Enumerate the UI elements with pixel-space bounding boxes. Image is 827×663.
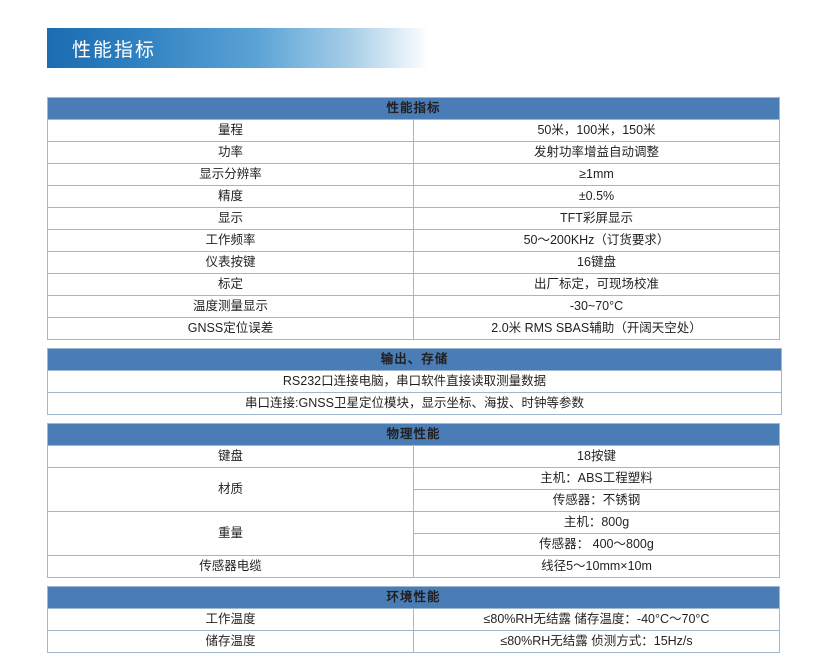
- row-value: ≤80%RH无结露 储存温度：-40°C～70°C: [413, 608, 780, 631]
- row-value: 串口连接:GNSS卫星定位模块，显示坐标、海拔、时钟等参数: [47, 392, 782, 415]
- section-title: 输出、存储: [47, 348, 782, 371]
- table-row: 工作频率 50～200KHz（订货要求）: [47, 229, 780, 252]
- row-label: 仪表按键: [47, 251, 414, 274]
- table-row: 功率 发射功率增益自动调整: [47, 141, 780, 164]
- table-section-header: 性能指标: [47, 97, 780, 120]
- row-label: 功率: [47, 141, 414, 164]
- row-value: 传感器：不锈钢: [413, 489, 780, 512]
- row-value: 16键盘: [413, 251, 780, 274]
- table-row: 串口连接:GNSS卫星定位模块，显示坐标、海拔、时钟等参数: [47, 392, 782, 415]
- row-value: -30~70°C: [413, 295, 780, 318]
- table-row: GNSS定位误差 2.0米 RMS SBAS辅助（开阔天空处）: [47, 317, 780, 340]
- section-title: 环境性能: [47, 586, 780, 609]
- row-value: 2.0米 RMS SBAS辅助（开阔天空处）: [413, 317, 780, 340]
- table-row: 量程 50米，100米，150米: [47, 119, 780, 142]
- row-label: 精度: [47, 185, 414, 208]
- table-row: 工作温度 ≤80%RH无结露 储存温度：-40°C～70°C: [47, 608, 780, 631]
- row-label: 材质: [47, 467, 414, 512]
- table-row: 储存温度 ≤80%RH无结露 侦测方式：15Hz/s: [47, 630, 780, 653]
- table-row: 显示 TFT彩屏显示: [47, 207, 780, 230]
- row-label: 储存温度: [47, 630, 414, 653]
- table-row: 标定 出厂标定，可现场校准: [47, 273, 780, 296]
- row-value: 发射功率增益自动调整: [413, 141, 780, 164]
- table-row: 材质 主机：ABS工程塑料: [47, 467, 780, 512]
- row-value: 传感器： 400～800g: [413, 533, 780, 556]
- row-label: GNSS定位误差: [47, 317, 414, 340]
- row-value: 主机：ABS工程塑料: [413, 467, 780, 490]
- row-value: TFT彩屏显示: [413, 207, 780, 230]
- page-title: 性能指标: [72, 39, 157, 61]
- section-title: 物理性能: [47, 423, 780, 446]
- row-label: 键盘: [47, 445, 414, 468]
- row-value: 出厂标定，可现场校准: [413, 273, 780, 296]
- table-row: 键盘 18按键: [47, 445, 780, 468]
- row-label: 标定: [47, 273, 414, 296]
- row-value: ≤80%RH无结露 侦测方式：15Hz/s: [413, 630, 780, 653]
- row-value: ±0.5%: [413, 185, 780, 208]
- spec-tables-container: 性能指标 量程 50米，100米，150米 功率 发射功率增益自动调整 显示分辨…: [47, 97, 782, 661]
- row-label: 传感器电缆: [47, 555, 414, 578]
- table-row: 精度 ±0.5%: [47, 185, 780, 208]
- row-value: RS232口连接电脑，串口软件直接读取测量数据: [47, 370, 782, 393]
- row-label: 工作频率: [47, 229, 414, 252]
- row-label: 重量: [47, 511, 414, 556]
- table-row: 重量 主机：800g: [47, 511, 780, 556]
- table-section-header: 输出、存储: [47, 348, 782, 371]
- spec-table-performance: 性能指标 量程 50米，100米，150米 功率 发射功率增益自动调整 显示分辨…: [47, 97, 780, 340]
- row-label: 量程: [47, 119, 414, 142]
- table-row: 显示分辨率 ≥1mm: [47, 163, 780, 186]
- page-header: 性能指标: [47, 28, 429, 68]
- table-row: 传感器： 400～800g: [48, 533, 780, 556]
- table-row: 仪表按键 16键盘: [47, 251, 780, 274]
- row-value: 18按键: [413, 445, 780, 468]
- table-section-header: 物理性能: [47, 423, 780, 446]
- table-row: 温度测量显示 -30~70°C: [47, 295, 780, 318]
- spec-table-output-storage: 输出、存储 RS232口连接电脑，串口软件直接读取测量数据 串口连接:GNSS卫…: [47, 348, 782, 415]
- table-row: RS232口连接电脑，串口软件直接读取测量数据: [47, 370, 782, 393]
- row-label: 显示分辨率: [47, 163, 414, 186]
- spec-table-physical: 物理性能 键盘 18按键 材质 主机：ABS工程塑料 传感器：不锈钢 重量 主机…: [47, 423, 780, 578]
- section-title: 性能指标: [47, 97, 780, 120]
- row-value: 50～200KHz（订货要求）: [413, 229, 780, 252]
- table-section-header: 环境性能: [47, 586, 780, 609]
- row-label: 显示: [47, 207, 414, 230]
- row-value: ≥1mm: [413, 163, 780, 186]
- spec-table-environment: 环境性能 工作温度 ≤80%RH无结露 储存温度：-40°C～70°C 储存温度…: [47, 586, 780, 653]
- row-label: 温度测量显示: [47, 295, 414, 318]
- row-value: 主机：800g: [413, 511, 780, 534]
- table-row: 传感器电缆 线径5～10mm×10m: [47, 555, 780, 578]
- row-value: 线径5～10mm×10m: [413, 555, 780, 578]
- row-value: 50米，100米，150米: [413, 119, 780, 142]
- row-label: 工作温度: [47, 608, 414, 631]
